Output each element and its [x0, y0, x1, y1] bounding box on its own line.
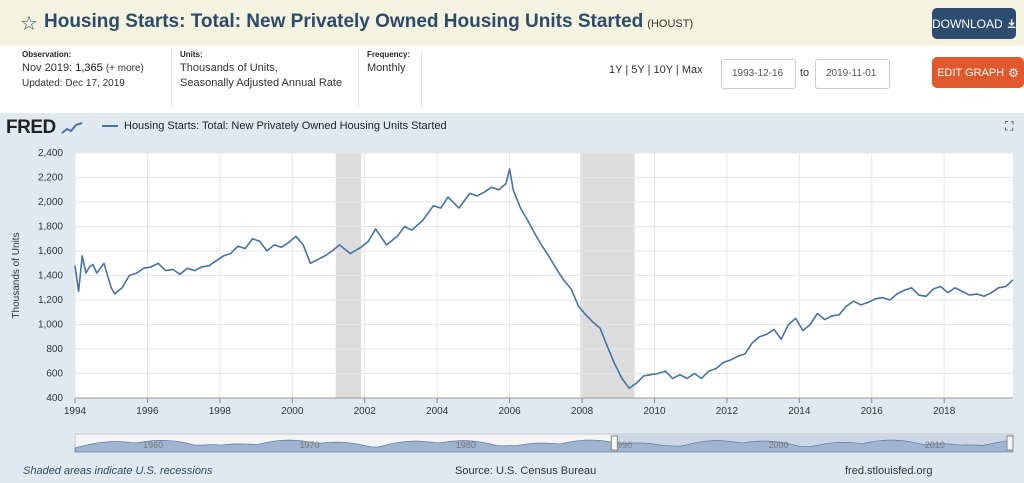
star-outline-icon[interactable]: ☆ — [20, 11, 38, 35]
start-date-input[interactable]: 1993-12-16 — [721, 59, 796, 89]
frequency-value: Monthly — [367, 62, 406, 74]
y-axis-label: Thousands of Units — [11, 232, 22, 318]
x-tick-label: 2006 — [498, 406, 521, 417]
y-tick-label: 1,600 — [38, 246, 63, 257]
x-tick-label: 1998 — [209, 406, 232, 417]
fred-logo-chart-icon — [60, 122, 82, 134]
source-note: Source: U.S. Census Bureau — [455, 465, 597, 477]
navigator-handle[interactable] — [610, 435, 618, 451]
legend-label: Housing Starts: Total: New Privately Own… — [124, 120, 447, 132]
download-label: DOWNLOAD — [932, 16, 1003, 31]
frequency-label: Frequency: — [367, 50, 411, 59]
range-max[interactable]: Max — [681, 64, 703, 76]
y-tick-label: 400 — [46, 393, 63, 404]
navigator-label: 1980 — [456, 440, 476, 450]
divider — [171, 50, 172, 108]
series-id: (HOUST) — [647, 18, 694, 30]
y-tick-label: 1,000 — [38, 320, 63, 331]
fred-url[interactable]: fred.stlouisfed.org — [845, 465, 933, 477]
y-tick-label: 1,200 — [38, 295, 63, 306]
y-tick-label: 1,800 — [38, 222, 63, 233]
navigator-label: 2010 — [925, 440, 945, 450]
y-tick-label: 600 — [46, 369, 63, 380]
x-tick-label: 2010 — [643, 406, 666, 417]
graph-panel: FRED Housing Starts: Total: New Privatel… — [0, 113, 1024, 483]
y-tick-label: 2,200 — [38, 173, 63, 184]
range-10y[interactable]: 10Y — [653, 64, 673, 76]
x-tick-label: 2014 — [788, 406, 811, 417]
fred-logo: FRED — [6, 117, 83, 139]
x-tick-label: 1996 — [136, 406, 159, 417]
header-bar: ☆ Housing Starts: Total: New Privately O… — [0, 0, 1024, 46]
navigator-handle[interactable] — [1006, 435, 1014, 451]
range-1y[interactable]: 1Y — [609, 64, 623, 76]
units-value: Thousands of Units, Seasonally Adjusted … — [180, 61, 342, 91]
x-tick-label: 2016 — [861, 406, 884, 417]
divider — [421, 50, 422, 108]
to-label: to — [800, 67, 810, 79]
gear-icon: ⚙ — [1008, 65, 1019, 80]
download-button[interactable]: DOWNLOAD — [932, 8, 1016, 39]
line-chart: 400 600 800 1,000 1,200 1,400 1,600 1,800 2,000 2… — [11, 148, 1014, 453]
x-tick-label: 2018 — [933, 406, 956, 417]
x-tick-label: 2004 — [426, 406, 449, 417]
y-tick-label: 2,400 — [38, 148, 63, 159]
series-title-text: Housing Starts: Total: New Privately Own… — [44, 11, 644, 32]
updated-date: Updated: Dec 17, 2019 — [22, 78, 125, 89]
units-line-1: Thousands of Units, — [180, 62, 278, 74]
frequency-block: Frequency: Monthly — [367, 50, 410, 108]
x-tick-label: 2002 — [354, 406, 377, 417]
legend-swatch — [102, 125, 118, 127]
navigator-series — [74, 439, 1014, 453]
observation-value: 1,365 — [75, 62, 103, 74]
series-title: Housing Starts: Total: New Privately Own… — [44, 11, 693, 33]
observation-block: Observation: Nov 2019: 1,365 (+ more) Up… — [22, 50, 144, 108]
divider — [358, 50, 359, 108]
observation-more-link[interactable]: (+ more) — [105, 63, 144, 74]
end-date-input[interactable]: 2019-11-01 — [815, 59, 890, 89]
x-tick-label: 2008 — [571, 406, 594, 417]
x-tick-label: 2000 — [281, 406, 304, 417]
navigator-label: 1970 — [299, 440, 319, 450]
fred-logo-text: FRED — [6, 117, 56, 138]
observation-period: Nov 2019: — [22, 62, 73, 74]
download-icon — [1007, 19, 1016, 28]
navigator-label: 1960 — [143, 440, 163, 450]
y-tick-label: 800 — [46, 344, 63, 355]
range-selector: 1Y | 5Y | 10Y | Max — [609, 64, 703, 76]
y-tick-label: 1,400 — [38, 271, 63, 282]
observation-line: Nov 2019: 1,365 (+ more) — [22, 61, 144, 76]
range-5y[interactable]: 5Y — [631, 64, 645, 76]
series-line — [74, 168, 1014, 390]
units-label: Units: — [180, 50, 203, 59]
observation-label: Observation: — [22, 50, 72, 59]
fullscreen-icon[interactable]: ⛶ — [1005, 119, 1014, 133]
edit-graph-label: EDIT GRAPH — [937, 66, 1005, 79]
navigator-label: 2000 — [768, 440, 788, 450]
x-tick-label: 1994 — [64, 406, 87, 417]
chart-legend: Housing Starts: Total: New Privately Own… — [102, 120, 447, 132]
units-line-2: Seasonally Adjusted Annual Rate — [180, 77, 343, 89]
y-tick-label: 2,000 — [38, 197, 63, 208]
recession-note: Shaded areas indicate U.S. recessions — [23, 465, 213, 477]
navigator-label: 1990 — [612, 440, 632, 450]
x-tick-label: 2012 — [716, 406, 739, 417]
edit-graph-button[interactable]: EDIT GRAPH ⚙ — [932, 57, 1024, 88]
units-block: Units: Thousands of Units, Seasonally Ad… — [180, 50, 342, 108]
